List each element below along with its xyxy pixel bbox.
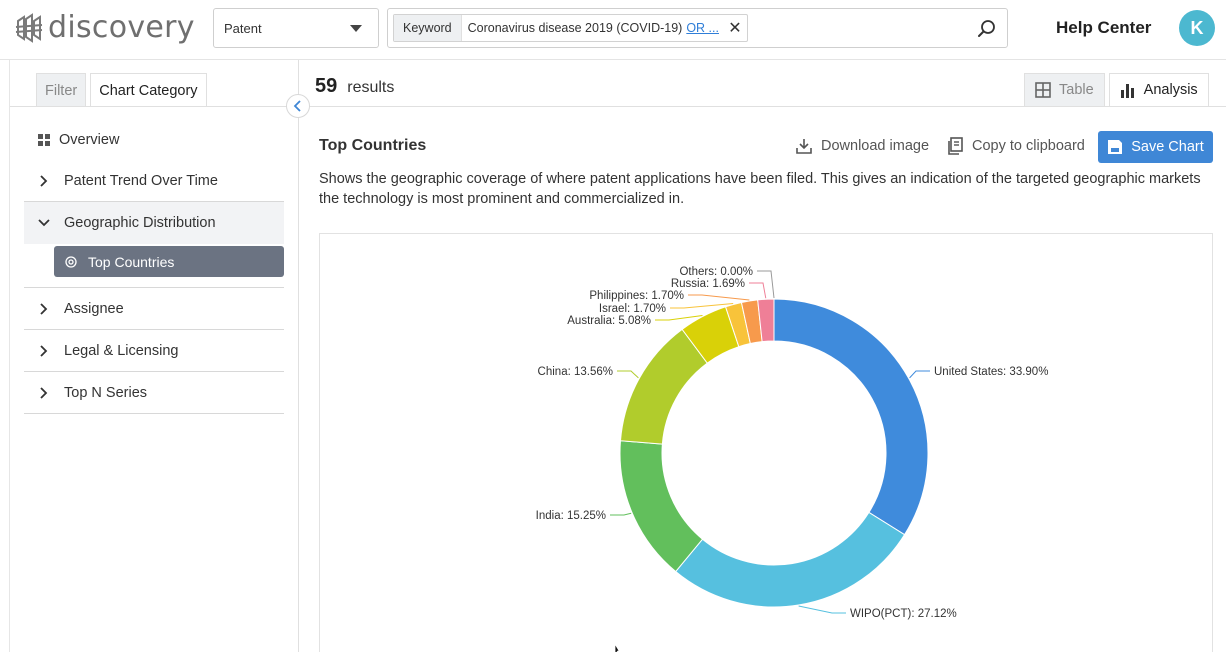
grid-icon	[24, 134, 64, 146]
collapse-sidebar-button[interactable]	[286, 94, 310, 118]
search-chip[interactable]: Keyword Coronavirus disease 2019 (COVID-…	[393, 14, 748, 42]
clipboard-icon	[947, 137, 964, 155]
data-label: Others: 0.00%	[679, 266, 753, 278]
sidebar-item-top-n-series[interactable]: Top N Series	[24, 372, 284, 414]
label-leader-line	[799, 606, 846, 613]
pie-slice-united-states[interactable]	[774, 299, 928, 535]
tab-chart-category[interactable]: Chart Category	[90, 73, 206, 107]
record-type-select[interactable]: Patent	[213, 8, 379, 48]
sidebar-item-label: Assignee	[64, 301, 124, 317]
save-chart-button[interactable]: Save Chart	[1098, 131, 1213, 163]
download-image-button[interactable]: Download image	[795, 137, 929, 155]
data-label: WIPO(PCT): 27.12%	[850, 608, 957, 620]
label-leader-line	[655, 315, 703, 320]
pie-slice-india[interactable]	[620, 441, 703, 572]
chevron-right-icon	[24, 345, 64, 357]
chevron-down-icon	[350, 25, 362, 32]
divider	[299, 106, 1226, 107]
label-leader-line	[749, 283, 766, 298]
data-label: Australia: 5.08%	[567, 315, 651, 327]
tab-label: Table	[1059, 82, 1094, 98]
save-label: Save Chart	[1131, 139, 1204, 155]
sidebar-item-patent-trend[interactable]: Patent Trend Over Time	[24, 160, 284, 202]
sidebar-item-legal-licensing[interactable]: Legal & Licensing	[24, 330, 284, 372]
tab-filter[interactable]: Filter	[36, 73, 86, 107]
view-tabs: Table Analysis	[1024, 73, 1209, 106]
bar-chart-icon	[1120, 82, 1136, 98]
download-label: Download image	[821, 138, 929, 154]
avatar[interactable]: K	[1179, 10, 1215, 46]
sidebar-item-label: Top N Series	[64, 385, 147, 401]
sidebar-item-overview[interactable]: Overview	[24, 120, 284, 160]
logo[interactable]: discovery	[14, 10, 195, 45]
results-summary: 59 results	[315, 75, 394, 98]
sidebar-item-top-countries[interactable]: Top Countries	[54, 246, 284, 277]
sidebar-item-geographic-distribution[interactable]: Geographic Distribution	[24, 202, 284, 244]
label-leader-line	[910, 371, 930, 378]
chart-category-menu: Overview Patent Trend Over Time Geograph…	[24, 120, 284, 414]
results-label: results	[347, 79, 394, 97]
record-type-value: Patent	[224, 21, 262, 36]
submenu: Top Countries	[24, 244, 284, 288]
label-leader-line	[688, 295, 749, 300]
tab-analysis[interactable]: Analysis	[1109, 73, 1209, 106]
results-count: 59	[315, 75, 337, 98]
pie-slice-wipo-pct-[interactable]	[676, 512, 905, 607]
logo-text: discovery	[48, 10, 195, 45]
mouse-cursor-icon	[614, 643, 626, 652]
data-label: India: 15.25%	[536, 510, 606, 522]
tab-label: Analysis	[1144, 82, 1198, 98]
top-header: discovery Patent Keyword Coronavirus dis…	[0, 0, 1226, 60]
donut-chart: United States: 33.90% WIPO(PCT): 27.12% In…	[320, 234, 1212, 652]
label-leader-line	[610, 513, 631, 515]
data-label: China: 13.56%	[538, 366, 613, 378]
copy-to-clipboard-button[interactable]: Copy to clipboard	[947, 137, 1085, 155]
divider	[10, 106, 300, 107]
data-label: Philippines: 1.70%	[589, 290, 684, 302]
table-icon	[1035, 82, 1051, 98]
help-center-link[interactable]: Help Center	[1056, 18, 1151, 38]
sidebar-item-label: Overview	[59, 132, 119, 148]
search-icon[interactable]	[977, 19, 997, 39]
chevron-right-icon	[24, 303, 64, 315]
chevron-right-icon	[24, 387, 64, 399]
chip-or-link[interactable]: OR ...	[686, 21, 719, 35]
sidebar-item-label: Geographic Distribution	[64, 215, 216, 231]
data-label: United States: 33.90%	[934, 366, 1048, 378]
sidebar-tabs: Filter Chart Category	[36, 73, 207, 107]
sidebar-item-label: Top Countries	[88, 254, 174, 270]
download-icon	[795, 137, 813, 155]
search-input[interactable]: Keyword Coronavirus disease 2019 (COVID-…	[387, 8, 1008, 48]
chevron-left-icon	[293, 100, 303, 112]
section-description: Shows the geographic coverage of where p…	[319, 170, 1219, 209]
section-title: Top Countries	[319, 137, 426, 155]
chevron-right-icon	[24, 175, 64, 187]
pie-slice-china[interactable]	[620, 329, 707, 444]
data-label: Israel: 1.70%	[599, 303, 666, 315]
sidebar-item-label: Patent Trend Over Time	[64, 173, 218, 189]
sidebar-item-label: Legal & Licensing	[64, 343, 178, 359]
chip-type: Keyword	[394, 15, 462, 41]
copy-label: Copy to clipboard	[972, 138, 1085, 154]
close-icon[interactable]: ✕	[723, 18, 747, 38]
chip-value-text: Coronavirus disease 2019 (COVID-19)	[468, 21, 683, 35]
sidebar-item-assignee[interactable]: Assignee	[24, 288, 284, 330]
save-icon	[1107, 139, 1123, 155]
logo-icon	[14, 11, 44, 45]
tab-table[interactable]: Table	[1024, 73, 1105, 106]
chart-container: United States: 33.90% WIPO(PCT): 27.12% In…	[319, 233, 1213, 652]
label-leader-line	[617, 371, 638, 378]
data-label: Russia: 1.69%	[671, 278, 745, 290]
target-icon	[54, 256, 88, 268]
chip-value: Coronavirus disease 2019 (COVID-19)OR ..…	[462, 21, 723, 35]
chevron-down-icon	[24, 219, 64, 227]
